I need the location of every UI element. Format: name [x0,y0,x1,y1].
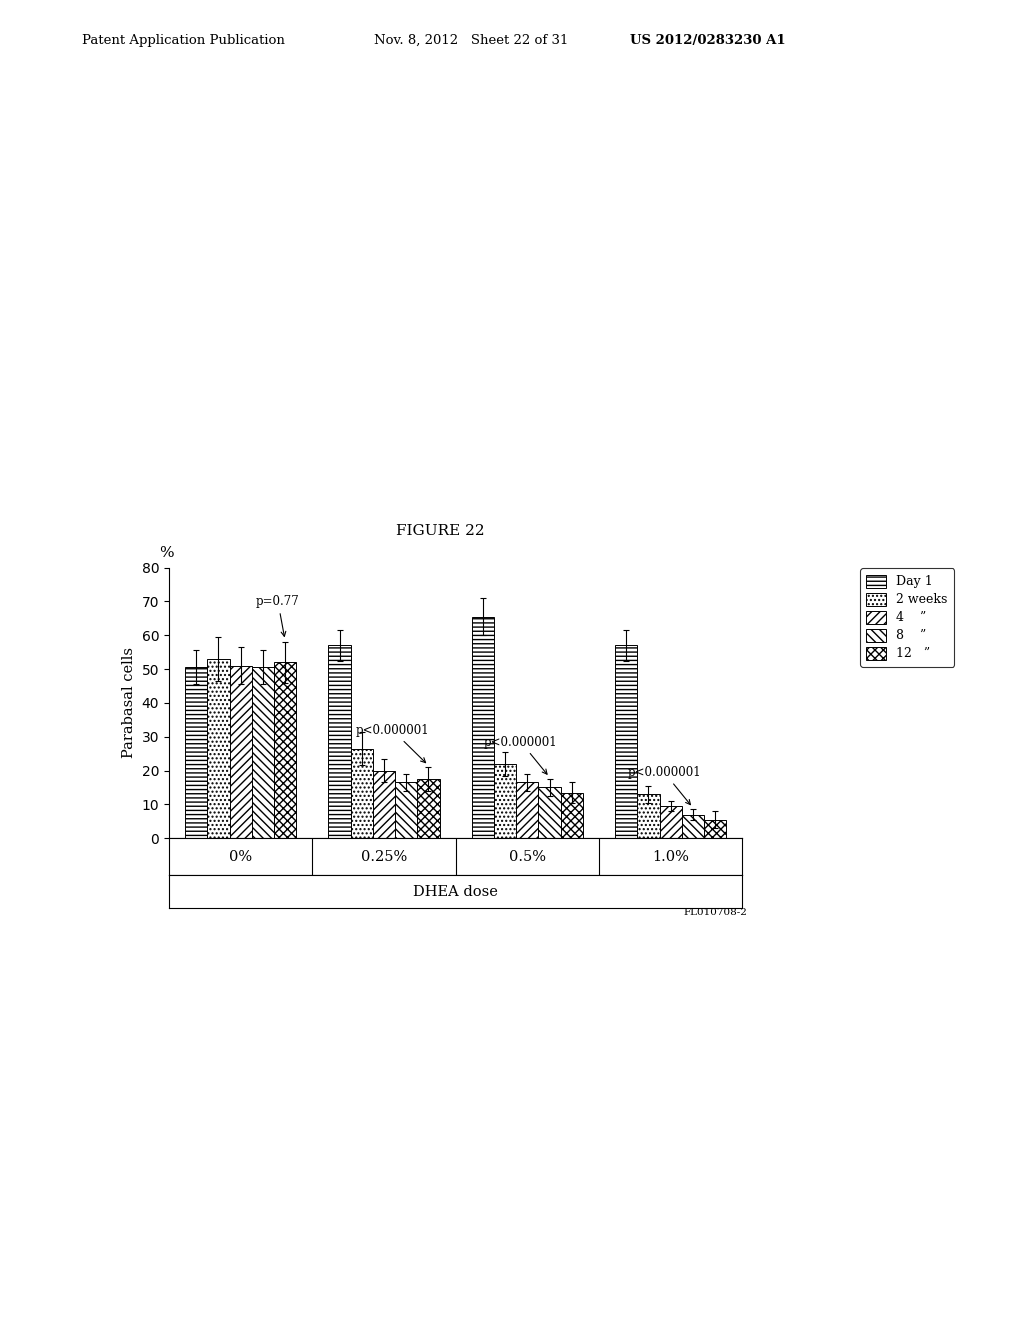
Y-axis label: Parabasal cells: Parabasal cells [122,647,136,759]
Text: p=0.77: p=0.77 [256,595,300,636]
Bar [659,807,682,838]
Text: 0%: 0% [229,850,252,863]
Text: FL010708-2: FL010708-2 [684,908,748,917]
Bar [494,764,516,838]
Bar [637,795,659,838]
Text: DHEA dose: DHEA dose [414,884,498,899]
Bar [252,668,274,838]
Bar [274,663,296,838]
Bar [516,783,539,838]
Bar [418,779,439,838]
Bar [373,771,395,838]
Bar [329,645,350,838]
Text: FIGURE 22: FIGURE 22 [396,524,484,537]
Bar [207,659,229,838]
Text: Nov. 8, 2012   Sheet 22 of 31: Nov. 8, 2012 Sheet 22 of 31 [374,33,568,46]
Bar [539,788,561,838]
Bar [395,783,418,838]
Text: 0.25%: 0.25% [360,850,408,863]
Bar [185,668,207,838]
Text: %: % [159,546,173,560]
Text: p<0.000001: p<0.000001 [628,766,701,805]
Text: Patent Application Publication: Patent Application Publication [82,33,285,46]
Bar [350,748,373,838]
Text: US 2012/0283230 A1: US 2012/0283230 A1 [630,33,785,46]
Bar [561,792,583,838]
Bar [682,814,705,838]
Bar [615,645,637,838]
Legend: Day 1, 2 weeks, 4    ”, 8    ”, 12   ”: Day 1, 2 weeks, 4 ”, 8 ”, 12 ” [860,569,954,667]
Bar [705,820,726,838]
Bar [472,616,494,838]
Bar [229,665,252,838]
Text: 1.0%: 1.0% [652,850,689,863]
Text: p<0.000001: p<0.000001 [355,723,429,763]
Text: 0.5%: 0.5% [509,850,546,863]
Text: p<0.000001: p<0.000001 [484,735,558,775]
